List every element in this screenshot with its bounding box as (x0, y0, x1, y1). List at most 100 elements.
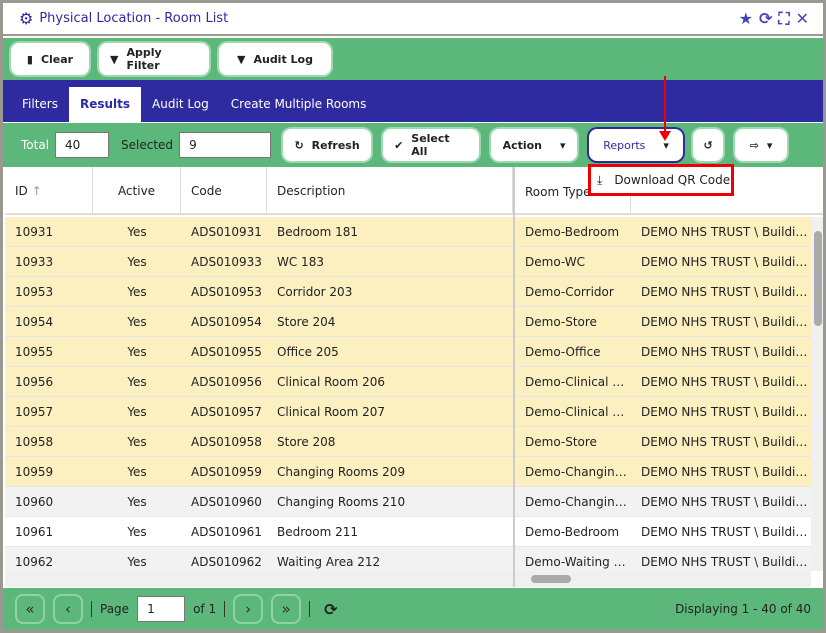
reset-button[interactable]: ↺ (693, 129, 724, 161)
table-row[interactable]: 10955 Yes ADS010955 Office 205 Demo-Office DE… (5, 337, 811, 367)
cell-id: 10958 (15, 435, 54, 449)
cell-description: Bedroom 181 (277, 225, 358, 239)
double-check-icon: ✔ (394, 138, 404, 152)
export-dropdown[interactable]: ⇨ ▾ (735, 129, 788, 161)
cell-room-type: Demo-Changing... (525, 495, 631, 509)
refresh-button[interactable]: ↻ Refresh (283, 129, 372, 161)
column-header-id[interactable]: ID ↑ (5, 167, 93, 215)
cell-description: Store 204 (277, 315, 336, 329)
gears-icon: ⚙ (19, 9, 34, 28)
cell-id: 10954 (15, 315, 54, 329)
star-icon[interactable]: ★ (738, 9, 753, 28)
caret-down-icon: ▾ (560, 138, 566, 152)
cell-active: Yes (127, 375, 147, 389)
window-title: Physical Location - Room List (39, 11, 229, 26)
cell-room-type: Demo-Changing... (525, 465, 631, 479)
cell-location: DEMO NHS TRUST \ Building 11 (641, 525, 811, 539)
cell-code: ADS010933 (191, 255, 262, 269)
annotation-arrowhead (659, 131, 671, 141)
table-row[interactable]: 10956 Yes ADS010956 Clinical Room 206 Demo-C… (5, 367, 811, 397)
column-header-description[interactable]: Description (267, 167, 513, 215)
cell-id: 10959 (15, 465, 54, 479)
column-header-active[interactable]: Active (93, 167, 181, 215)
prev-page-button[interactable]: ‹ (53, 594, 83, 624)
reload-icon[interactable]: ⟳ (324, 599, 338, 619)
column-header-code[interactable]: Code (181, 167, 267, 215)
filter-toolbar: ▮ Clear ▼ Apply Filter ▼ Audit Log (3, 38, 823, 80)
vertical-scrollbar[interactable] (811, 217, 823, 571)
title-bar: ⚙ Physical Location - Room List ★ ⟳ ⛶ ✕ (3, 3, 823, 36)
horizontal-scrollbar-left[interactable] (5, 571, 513, 587)
selected-field: 9 (179, 132, 272, 158)
cell-code: ADS010954 (191, 315, 262, 329)
cell-room-type: Demo-Office (525, 345, 601, 359)
close-icon[interactable]: ✕ (795, 9, 809, 28)
locked-column-divider[interactable] (513, 167, 515, 587)
cell-location: DEMO NHS TRUST \ Building 11 (641, 255, 811, 269)
table-row[interactable]: 10961 Yes ADS010961 Bedroom 211 Demo-Bedroom… (5, 517, 811, 547)
table-row[interactable]: 10960 Yes ADS010960 Changing Rooms 210 Demo-… (5, 487, 811, 517)
cell-code: ADS010955 (191, 345, 262, 359)
results-grid: ID ↑ Active Code Description Room Type 1… (5, 167, 823, 587)
cell-room-type: Demo-Store (525, 435, 597, 449)
cell-active: Yes (127, 345, 147, 359)
table-row[interactable]: 10957 Yes ADS010957 Clinical Room 207 Demo-C… (5, 397, 811, 427)
cell-location: DEMO NHS TRUST \ Building 11 (641, 465, 811, 479)
cell-id: 10957 (15, 405, 54, 419)
cell-room-type: Demo-Bedroom (525, 525, 620, 539)
maximize-icon[interactable]: ⛶ (778, 9, 790, 28)
select-all-button[interactable]: ✔ Select All (383, 129, 480, 161)
tab-audit-log[interactable]: Audit Log (152, 97, 209, 111)
total-field: 40 (55, 132, 110, 158)
filter-icon: ▼ (110, 52, 119, 66)
horizontal-scrollbar-right[interactable] (515, 571, 811, 587)
caret-down-icon: ▾ (663, 138, 669, 152)
last-page-button[interactable]: » (271, 594, 302, 624)
table-row[interactable]: 10953 Yes ADS010953 Corridor 203 Demo-Corrid… (5, 277, 811, 307)
table-row[interactable]: 10931 Yes ADS010931 Bedroom 181 Demo-Bedroom… (5, 217, 811, 247)
cell-location: DEMO NHS TRUST \ Building 11 (641, 375, 811, 389)
next-page-button[interactable]: › (233, 594, 264, 624)
audit-log-button[interactable]: ▼ Audit Log (219, 43, 331, 75)
cell-description: Clinical Room 207 (277, 405, 385, 419)
caret-down-icon: ▾ (766, 138, 773, 152)
first-page-button[interactable]: « (15, 594, 45, 624)
cell-code: ADS010960 (191, 495, 262, 509)
undo-icon: ↺ (703, 138, 713, 152)
annotation-arrow (664, 76, 666, 134)
menu-item-download-qr-code[interactable]: Download QR Code (614, 173, 731, 187)
action-dropdown[interactable]: Action ▾ (491, 129, 578, 161)
page-label: Page (100, 602, 130, 616)
cell-id: 10956 (15, 375, 54, 389)
clear-button[interactable]: ▮ Clear (11, 43, 89, 75)
sort-asc-icon: ↑ (31, 184, 42, 198)
table-row[interactable]: 10958 Yes ADS010958 Store 208 Demo-Store DEMO… (5, 427, 811, 457)
page-input[interactable]: 1 (137, 596, 186, 622)
cell-id: 10953 (15, 285, 54, 299)
tab-filters[interactable]: Filters (22, 97, 58, 111)
cell-location: DEMO NHS TRUST \ Building 11 (641, 345, 811, 359)
cell-id: 10931 (15, 225, 54, 239)
refresh-icon[interactable]: ⟳ (758, 9, 773, 28)
tab-bar: Filters Results Audit Log Create Multipl… (3, 80, 823, 122)
cell-id: 10960 (15, 495, 54, 509)
cell-location: DEMO NHS TRUST \ Building 11 (641, 495, 811, 509)
cell-description: Changing Rooms 209 (277, 465, 406, 479)
cell-description: Corridor 203 (277, 285, 353, 299)
table-row[interactable]: 10959 Yes ADS010959 Changing Rooms 209 Demo-… (5, 457, 811, 487)
page-count: of 1 (193, 602, 217, 616)
cell-location: DEMO NHS TRUST \ Building 11 (641, 315, 811, 329)
cell-active: Yes (127, 255, 147, 269)
cell-code: ADS010958 (191, 435, 262, 449)
download-icon: ⤓ (597, 172, 603, 187)
table-row[interactable]: 10933 Yes ADS010933 WC 183 Demo-WC DEMO NHS T… (5, 247, 811, 277)
cell-room-type: Demo-Bedroom (525, 225, 620, 239)
cell-code: ADS010931 (191, 225, 262, 239)
filter-icon: ▼ (237, 52, 246, 66)
tab-create-multiple-rooms[interactable]: Create Multiple Rooms (230, 97, 367, 111)
cell-location: DEMO NHS TRUST \ Building 11 (641, 285, 811, 299)
table-row[interactable]: 10954 Yes ADS010954 Store 204 Demo-Store DEMO… (5, 307, 811, 337)
cell-room-type: Demo-Clinical R... (525, 405, 631, 419)
tab-results[interactable]: Results (68, 87, 142, 122)
apply-filter-button[interactable]: ▼ Apply Filter (99, 43, 209, 75)
